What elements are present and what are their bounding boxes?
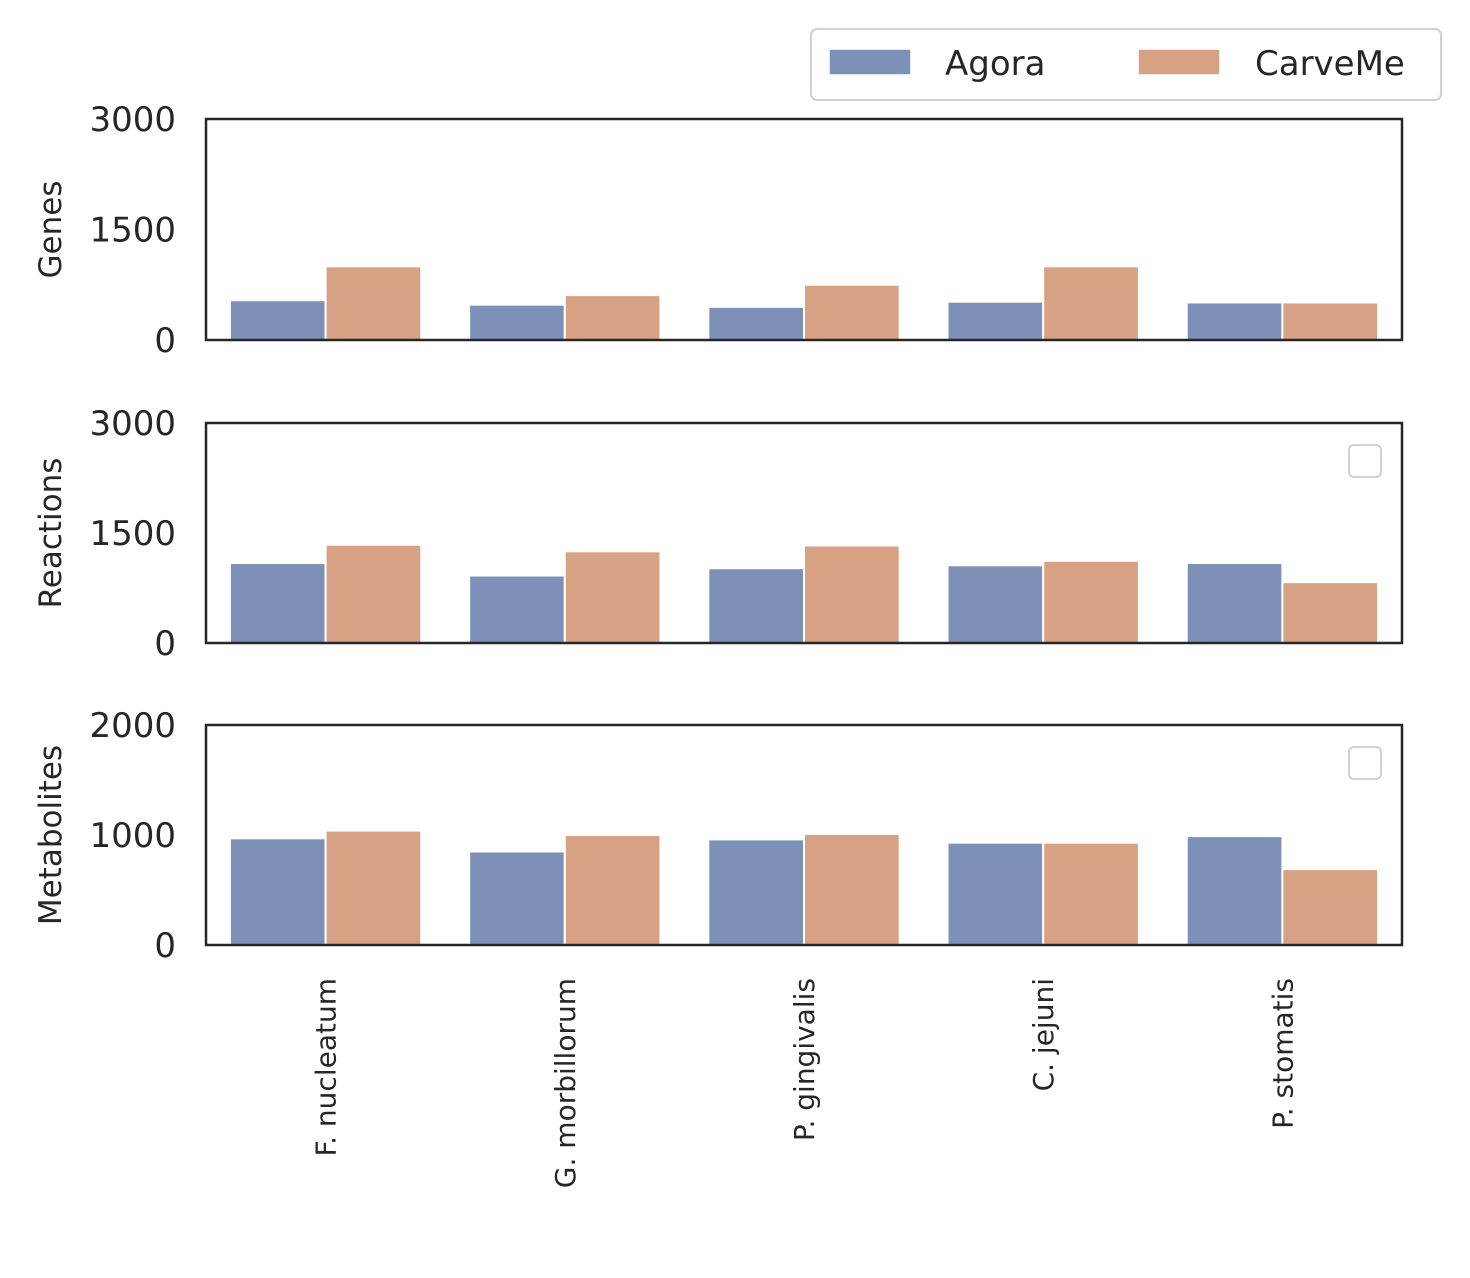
bar-genes-carveme-p-stomatis (1281, 301, 1380, 341)
ytick-metabolites-2000: 2000 (89, 706, 176, 746)
panel-reactions: 0 1500 3000 Reactions (33, 404, 1404, 664)
panel-genes: 0 1500 3000 Genes (33, 100, 1404, 361)
bar-genes-carveme-f-nucleatum (324, 265, 423, 342)
ytick-genes-1500: 1500 (89, 211, 176, 251)
bar-reactions-carveme-g-morbillorum (563, 550, 662, 644)
bar-genes-carveme-p-gingivalis (803, 283, 901, 341)
bar-genes-agora-g-morbillorum (468, 303, 566, 342)
bar-reactions-agora-c-jejuni (946, 564, 1045, 644)
xtick-f-nucleatum: F. nucleatum (310, 978, 343, 1156)
ytick-reactions-0: 0 (154, 624, 176, 664)
bar-reactions-carveme-p-gingivalis (803, 544, 901, 645)
bar-reactions-agora-p-stomatis (1185, 562, 1284, 644)
bar-genes-carveme-c-jejuni (1042, 265, 1140, 342)
legend-label-agora: Agora (945, 44, 1045, 84)
bar-metabolites-carveme-c-jejuni (1042, 841, 1140, 947)
bar-metabolites-carveme-p-stomatis (1281, 868, 1380, 946)
legend-swatch-carveme (1137, 48, 1221, 76)
legend-label-carveme: CarveMe (1255, 44, 1405, 84)
bar-reactions-carveme-f-nucleatum (324, 543, 423, 645)
bar-genes-agora-p-gingivalis (707, 305, 806, 342)
bar-reactions-agora-g-morbillorum (468, 574, 566, 644)
bar-metabolites-agora-p-gingivalis (707, 838, 806, 947)
bar-metabolites-carveme-p-gingivalis (803, 832, 901, 947)
bar-metabolites-agora-c-jejuni (946, 841, 1045, 947)
bar-reactions-agora-p-gingivalis (707, 567, 806, 645)
bar-genes-agora-p-stomatis (1185, 301, 1284, 341)
legend-frame (810, 28, 1442, 101)
ylabel-metabolites: Metabolites (33, 745, 69, 925)
xtick-g-morbillorum: G. morbillorum (549, 978, 582, 1188)
ytick-genes-3000: 3000 (89, 100, 176, 140)
bar-reactions-agora-f-nucleatum (228, 562, 327, 644)
legend: Agora CarveMe (810, 28, 1442, 101)
axes-frame-reactions (204, 421, 1404, 645)
bar-reactions-carveme-p-stomatis (1281, 581, 1380, 645)
ylabel-genes: Genes (33, 181, 69, 279)
bar-metabolites-carveme-g-morbillorum (563, 834, 662, 946)
bar-metabolites-carveme-f-nucleatum (324, 829, 423, 946)
axes-frame-metabolites (204, 723, 1404, 947)
bar-genes-agora-c-jejuni (946, 300, 1045, 341)
xtick-p-gingivalis: P. gingivalis (788, 978, 821, 1141)
ytick-reactions-3000: 3000 (89, 404, 176, 444)
ylabel-reactions: Reactions (33, 458, 69, 609)
ytick-metabolites-1000: 1000 (89, 816, 176, 856)
ytick-genes-0: 0 (154, 321, 176, 361)
empty-legend-reactions (1348, 444, 1382, 478)
bar-genes-carveme-g-morbillorum (563, 294, 662, 341)
legend-swatch-agora (828, 48, 912, 76)
bar-metabolites-agora-g-morbillorum (468, 850, 566, 946)
bar-genes-agora-f-nucleatum (228, 299, 327, 341)
bar-reactions-carveme-c-jejuni (1042, 559, 1140, 644)
ytick-reactions-1500: 1500 (89, 514, 176, 554)
ytick-metabolites-0: 0 (154, 926, 176, 966)
bar-metabolites-agora-p-stomatis (1185, 835, 1284, 946)
panel-metabolites: 0 1000 2000 Metabolites (33, 706, 1404, 966)
bar-metabolites-agora-f-nucleatum (228, 837, 327, 946)
xtick-c-jejuni: C. jejuni (1027, 978, 1060, 1091)
empty-legend-metabolites (1348, 746, 1382, 780)
axes-frame-genes (204, 117, 1404, 342)
xtick-p-stomatis: P. stomatis (1266, 978, 1299, 1129)
